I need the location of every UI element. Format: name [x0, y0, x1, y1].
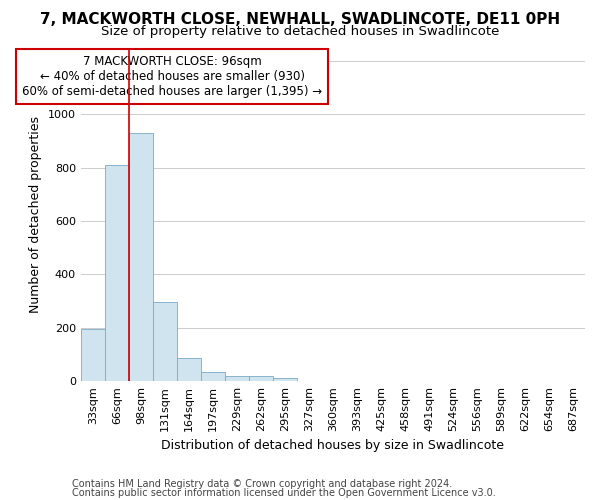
Text: 7 MACKWORTH CLOSE: 96sqm
← 40% of detached houses are smaller (930)
60% of semi-: 7 MACKWORTH CLOSE: 96sqm ← 40% of detach…	[22, 56, 322, 98]
Bar	[129, 133, 153, 381]
Bar	[177, 358, 201, 381]
Bar	[201, 372, 225, 381]
Bar	[225, 376, 249, 381]
Bar	[273, 378, 297, 381]
Bar	[105, 165, 129, 381]
Text: Contains public sector information licensed under the Open Government Licence v3: Contains public sector information licen…	[72, 488, 496, 498]
Text: Size of property relative to detached houses in Swadlincote: Size of property relative to detached ho…	[101, 25, 499, 38]
Y-axis label: Number of detached properties: Number of detached properties	[29, 116, 43, 313]
Text: Contains HM Land Registry data © Crown copyright and database right 2024.: Contains HM Land Registry data © Crown c…	[72, 479, 452, 489]
X-axis label: Distribution of detached houses by size in Swadlincote: Distribution of detached houses by size …	[161, 440, 505, 452]
Bar	[81, 329, 105, 381]
Bar	[249, 376, 273, 381]
Bar	[153, 302, 177, 381]
Text: 7, MACKWORTH CLOSE, NEWHALL, SWADLINCOTE, DE11 0PH: 7, MACKWORTH CLOSE, NEWHALL, SWADLINCOTE…	[40, 12, 560, 28]
